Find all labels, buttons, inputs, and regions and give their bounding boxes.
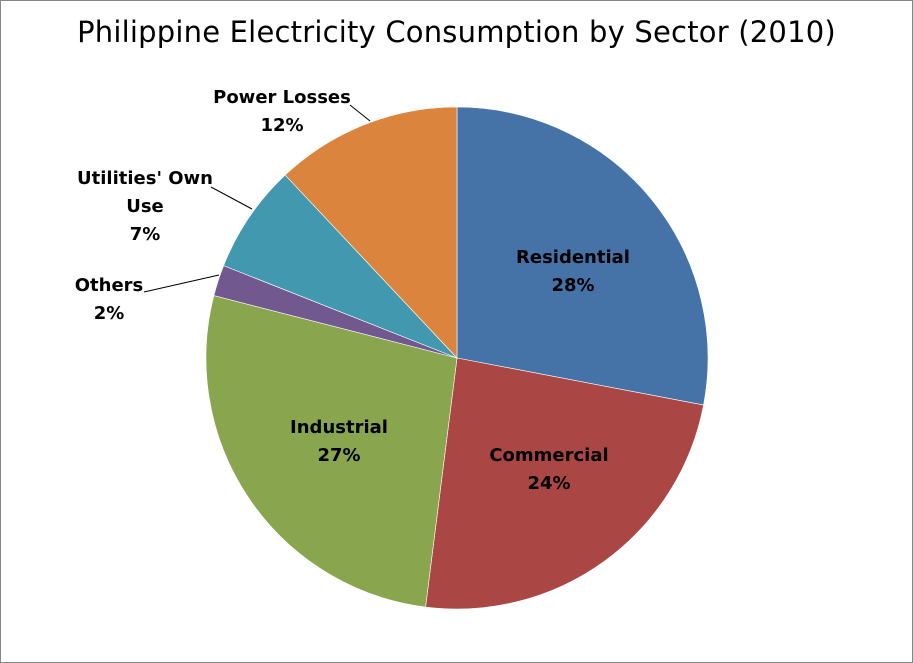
data-label-value: 12% bbox=[260, 115, 303, 136]
data-label-power-losses: Power Losses 12% bbox=[213, 87, 351, 136]
pie-slice-commercial bbox=[425, 357, 704, 610]
pie-slice-industrial bbox=[205, 295, 458, 608]
pie-slice-power-losses bbox=[284, 106, 458, 359]
chart-title: Philippine Electricity Consumption by Se… bbox=[77, 15, 836, 49]
pie-slice-utilities-own-use bbox=[223, 174, 458, 359]
data-label-value: 27% bbox=[317, 445, 360, 466]
data-label-name: Power Losses bbox=[213, 87, 351, 108]
data-label-name: Residential bbox=[516, 247, 630, 268]
data-label-utilities-own-use: Utilities' Own Use 7% bbox=[77, 168, 213, 245]
pie-slice-residential bbox=[456, 106, 709, 406]
data-label-value: 2% bbox=[94, 303, 125, 324]
data-label-commercial: Commercial 24% bbox=[489, 445, 608, 494]
data-label-name: Use bbox=[126, 196, 164, 217]
data-label-value: 7% bbox=[130, 224, 161, 245]
data-label-industrial: Industrial 27% bbox=[290, 417, 388, 466]
data-label-name: Utilities' Own bbox=[77, 168, 213, 189]
data-label-value: 24% bbox=[527, 473, 570, 494]
data-label-others: Others 2% bbox=[75, 275, 144, 324]
data-label-residential: Residential 28% bbox=[516, 247, 630, 296]
data-label-name: Commercial bbox=[489, 445, 608, 466]
data-label-value: 28% bbox=[551, 275, 594, 296]
leader-line-power-losses bbox=[349, 104, 371, 122]
data-label-name: Others bbox=[75, 275, 144, 296]
data-label-name: Industrial bbox=[290, 417, 388, 438]
leader-line-utilities-own-use bbox=[210, 186, 253, 210]
leader-line-others bbox=[143, 274, 220, 293]
